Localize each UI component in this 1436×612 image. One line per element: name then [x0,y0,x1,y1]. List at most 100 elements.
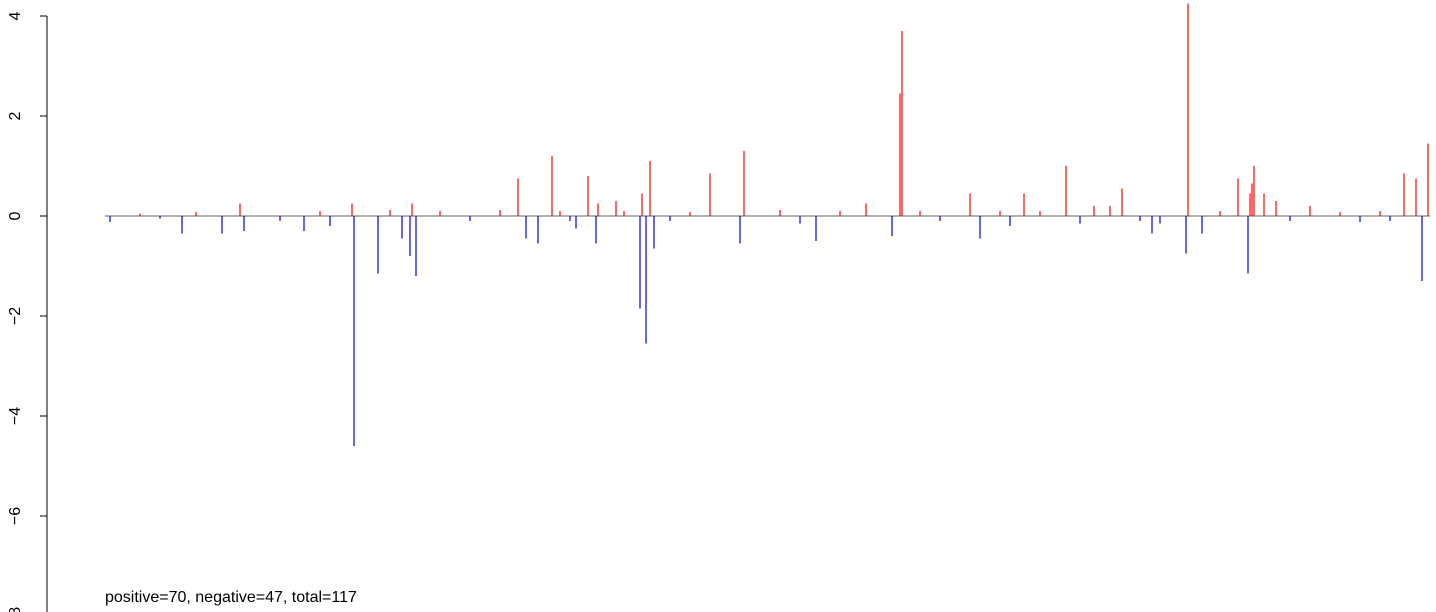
bar [1185,216,1187,254]
bar [901,31,903,216]
bar [303,216,305,231]
y-tick-label: −2 [7,307,24,325]
bar [639,216,641,309]
bar [1249,193,1251,216]
bar [1389,216,1391,221]
bar [1187,3,1189,216]
bar [1339,212,1341,216]
bar [517,178,519,216]
bar [1253,166,1255,216]
bar [623,211,625,216]
bar [891,216,893,236]
bar [1427,143,1429,216]
bar [1237,178,1239,216]
bar [415,216,417,276]
bar [1415,178,1417,216]
bar [645,216,647,344]
bar [587,176,589,216]
bar [865,203,867,216]
bar [499,210,501,216]
bar [195,212,197,216]
bar [1219,211,1221,216]
bar [899,93,901,216]
bar [595,216,597,244]
bar [159,216,161,219]
y-tick-label: 2 [7,111,24,120]
bar [409,216,411,256]
bar [537,216,539,244]
bar [597,203,599,216]
bar [669,216,671,221]
bar [1379,211,1381,216]
bar [1263,193,1265,216]
bar [939,216,941,221]
bar [279,216,281,221]
bar [1309,206,1311,216]
bar [243,216,245,231]
bar [979,216,981,239]
bar [1421,216,1423,281]
y-tick-label: −4 [7,407,24,425]
y-tick-label: −6 [7,507,24,525]
bar [139,213,141,216]
bar [709,173,711,216]
bar [329,216,331,226]
bar [1093,206,1095,216]
bar [1121,188,1123,216]
bar [799,216,801,224]
bar [569,216,571,221]
bar [377,216,379,274]
bar [551,156,553,216]
bar [181,216,183,234]
bar [319,211,321,216]
bar [1275,201,1277,216]
bar [559,211,561,216]
bar [615,201,617,216]
bar [1251,183,1253,216]
y-tick-label: 4 [7,11,24,20]
bar [1159,216,1161,224]
bar [411,203,413,216]
bar [1079,216,1081,224]
bar [1247,216,1249,274]
bar [221,216,223,234]
bar [739,216,741,244]
bar [109,216,111,222]
y-tick-label: 0 [7,211,24,220]
bar [353,216,355,446]
annotation: positive=70, negative=47, total=117 [105,589,357,606]
bar [689,212,691,216]
bar [1065,166,1067,216]
y-tick-label: −8 [7,607,24,612]
bar [1023,193,1025,216]
bar [999,211,1001,216]
bar [401,216,403,239]
bar [1359,216,1361,222]
bar [1201,216,1203,234]
bar [653,216,655,249]
bar [641,193,643,216]
bar [1039,211,1041,216]
bar [1109,206,1111,216]
bar [649,161,651,216]
bar [1009,216,1011,226]
bar [389,210,391,216]
bar [469,216,471,221]
bar [779,210,781,216]
bar [525,216,527,239]
bar [743,151,745,216]
bar [969,193,971,216]
bar [1403,173,1405,216]
bar [1151,216,1153,234]
bar [351,203,353,216]
bar [239,203,241,216]
bar [575,216,577,229]
bar [815,216,817,241]
bar [1139,216,1141,221]
bar [1289,216,1291,221]
bar [919,211,921,216]
bar [839,211,841,216]
bar [439,211,441,216]
